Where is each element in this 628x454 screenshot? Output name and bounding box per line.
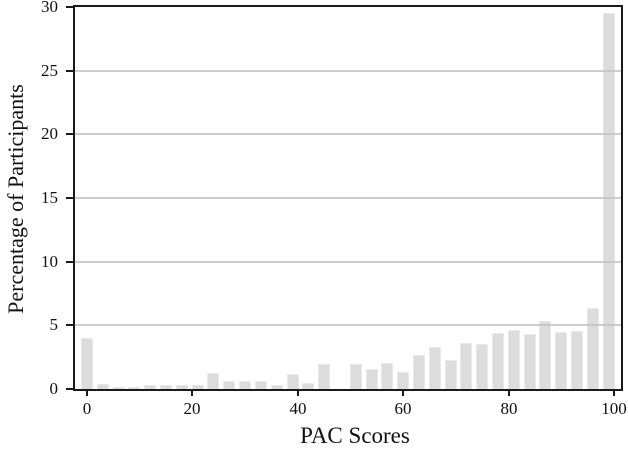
x-tick-label: 60 (394, 399, 412, 418)
x-tick-label: 100 (601, 399, 627, 418)
histogram-bar (192, 385, 204, 389)
histogram-bar (176, 385, 188, 389)
x-tick-mark (86, 391, 88, 396)
histogram-bar (603, 13, 615, 389)
x-tick-mark (297, 391, 299, 396)
histogram-bar (366, 369, 378, 389)
gridline (75, 197, 621, 199)
y-tick-label: 10 (41, 252, 58, 271)
histogram-bar (460, 343, 472, 389)
histogram-bar (397, 372, 409, 389)
y-tick-mark (66, 70, 73, 72)
histogram-bar (350, 364, 362, 389)
y-tick-mark (66, 388, 73, 390)
histogram-bar (429, 347, 441, 389)
x-tick-label: 0 (82, 399, 92, 418)
x-tick-mark (402, 391, 404, 396)
x-axis-title: PAC Scores (300, 423, 410, 448)
histogram-bar (381, 363, 393, 389)
histogram-bar (492, 333, 504, 389)
plot-area (73, 5, 623, 391)
histogram-bar (255, 381, 267, 389)
histogram-bar (113, 387, 125, 389)
histogram-bar (587, 308, 599, 389)
y-tick-mark (66, 6, 73, 8)
gridline (75, 261, 621, 263)
y-tick-mark (66, 261, 73, 263)
y-tick-label: 0 (49, 379, 59, 398)
y-tick-label: 20 (41, 124, 58, 143)
histogram-bar (508, 330, 520, 389)
y-tick-label: 30 (41, 0, 58, 16)
x-tick-label: 20 (183, 399, 201, 418)
histogram-bar (539, 321, 551, 389)
x-tick-mark (191, 391, 193, 396)
histogram-bar (239, 381, 251, 389)
histogram-bar (207, 373, 219, 389)
histogram-bar (524, 334, 536, 389)
y-tick-label: 5 (49, 315, 59, 334)
y-tick-mark (66, 133, 73, 135)
y-tick-mark (66, 324, 73, 326)
histogram-bar (81, 338, 93, 389)
gridline (75, 133, 621, 135)
histogram-bar (128, 387, 140, 389)
histogram-bar (160, 385, 172, 389)
histogram-bar (318, 364, 330, 389)
y-tick-label: 15 (41, 188, 58, 207)
histogram-bar (413, 355, 425, 389)
x-tick-mark (613, 391, 615, 396)
y-tick-mark (66, 197, 73, 199)
histogram-bar (445, 360, 457, 389)
gridline (75, 70, 621, 72)
x-tick-mark (508, 391, 510, 396)
x-tick-label: 80 (500, 399, 518, 418)
histogram-bar (223, 381, 235, 389)
histogram-bar (571, 331, 583, 389)
histogram-bar (97, 384, 109, 389)
histogram-bar (476, 344, 488, 389)
x-tick-label: 40 (289, 399, 307, 418)
histogram-bar (287, 374, 299, 389)
histogram-bar (144, 385, 156, 389)
gridline (75, 324, 621, 326)
histogram-bar (555, 332, 567, 389)
y-tick-label: 25 (41, 61, 58, 80)
histogram-bar (302, 383, 314, 389)
histogram-bar (271, 385, 283, 389)
